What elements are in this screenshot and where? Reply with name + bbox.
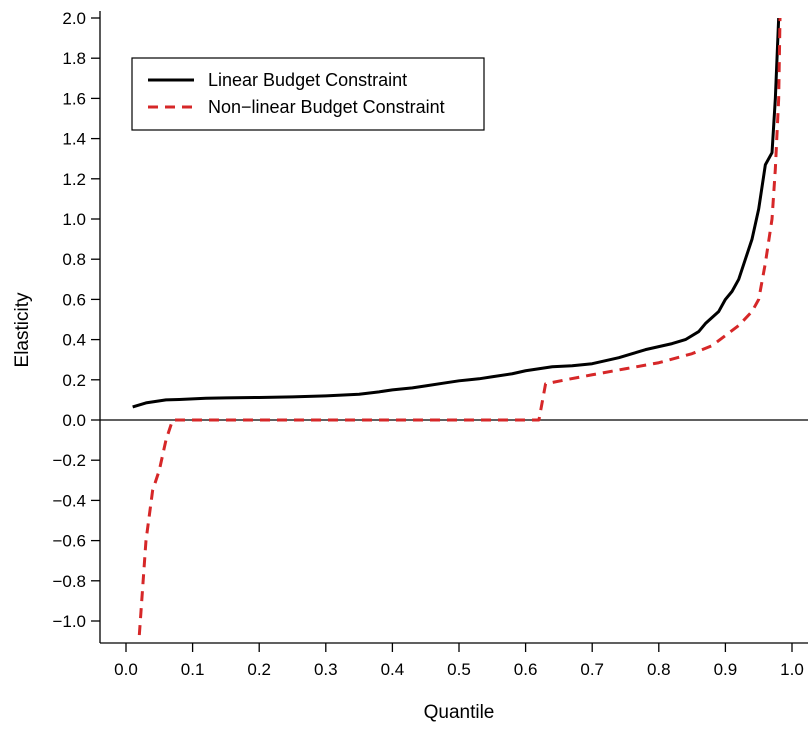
y-tick-label: 1.8 [62, 49, 86, 68]
legend-box [131, 57, 485, 131]
series-line-linear-budget-constraint [132, 17, 781, 409]
y-tick-label: −1.0 [52, 612, 86, 631]
y-tick-label: 1.6 [62, 89, 86, 108]
x-tick-label: 0.6 [514, 660, 538, 679]
x-tick-label: 0.9 [714, 660, 738, 679]
y-tick-label: −0.8 [52, 572, 86, 591]
y-tick-label: 1.2 [62, 170, 86, 189]
x-tick-label: 0.8 [647, 660, 671, 679]
x-tick-label: 0.7 [580, 660, 604, 679]
y-tick-label: 1.0 [62, 210, 86, 229]
axes: −1.0 −0.8 −0.6 −0.4 −0.2 0.0 0.2 0.4 0.6 0.8 1.0 1.… [52, 9, 808, 679]
y-tick-label: 0.2 [62, 371, 86, 390]
x-tick-label: 1.0 [780, 660, 804, 679]
y-tick-label: 0.6 [62, 290, 86, 309]
legend: Linear Budget Constraint Non−linear Budge… [131, 57, 485, 131]
y-tick-label: −0.4 [52, 491, 86, 510]
x-tick-label: 0.0 [114, 660, 138, 679]
y-tick-label: 0.0 [62, 411, 86, 430]
y-tick-label: 2.0 [62, 9, 86, 28]
x-tick-label: 0.3 [314, 660, 338, 679]
series-line-non-linear-budget-constraint [137, 17, 782, 636]
x-tick-label: 0.1 [181, 660, 205, 679]
y-tick-label: 0.4 [62, 331, 86, 350]
x-tick-label: 0.5 [447, 660, 471, 679]
series-layer [132, 17, 782, 636]
y-tick-label: −0.6 [52, 532, 86, 551]
x-tick-label: 0.4 [381, 660, 405, 679]
y-tick-label: 1.4 [62, 130, 86, 149]
legend-label: Non−linear Budget Constraint [208, 97, 445, 117]
y-tick-label: −0.2 [52, 451, 86, 470]
y-tick-label: 0.8 [62, 250, 86, 269]
legend-label: Linear Budget Constraint [208, 70, 407, 90]
x-tick-label: 0.2 [247, 660, 271, 679]
y-axis-label: Elasticity [12, 292, 33, 367]
x-axis-label: Quantile [424, 702, 495, 723]
